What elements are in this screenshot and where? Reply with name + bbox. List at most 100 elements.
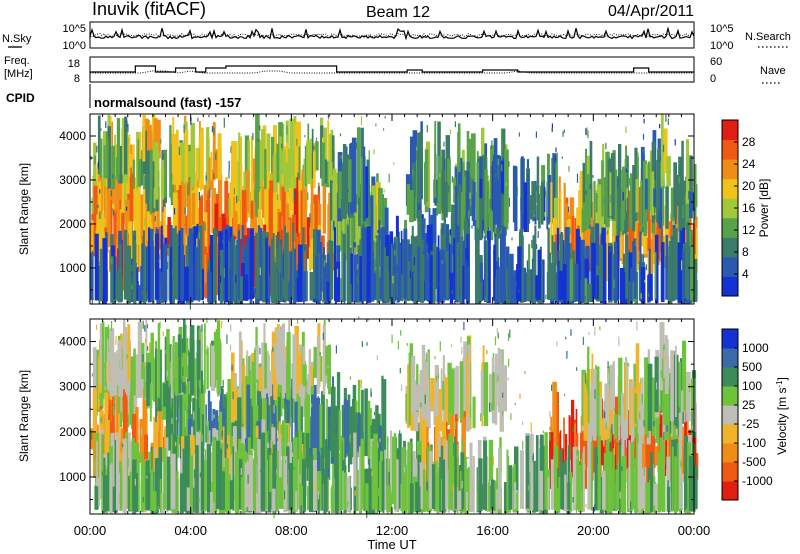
power-cell	[335, 261, 341, 303]
velocity-cell	[256, 421, 261, 447]
velocity-cell	[609, 364, 614, 428]
power-speckle	[228, 160, 230, 171]
power-colorbar-swatch	[722, 217, 738, 238]
freq-unit-label: [MHz]	[4, 68, 33, 80]
velocity-cell	[353, 432, 357, 510]
velocity-speckle	[609, 442, 611, 452]
power-cell	[272, 262, 276, 304]
velocity-cell	[96, 440, 98, 510]
velocity-speckle	[618, 336, 620, 347]
power-cell	[154, 141, 159, 200]
power-cell	[661, 242, 665, 303]
power-cell	[170, 179, 174, 201]
velocity-cell	[622, 405, 627, 440]
power-colorbar-tick-label: 24	[742, 157, 756, 171]
velocity-cell	[621, 455, 627, 514]
time-tick-label: 00:00	[678, 523, 711, 538]
power-speckle	[531, 239, 533, 249]
power-speckle	[667, 118, 669, 126]
velocity-cell	[634, 393, 637, 425]
velocity-cell	[398, 433, 402, 509]
power-speckle	[633, 202, 635, 213]
power-cell	[384, 207, 389, 259]
velocity-colorbar-label-main: Velocity [m s	[775, 388, 789, 455]
power-cell	[105, 131, 109, 179]
velocity-speckle	[206, 345, 208, 349]
power-speckle	[441, 260, 443, 264]
velocity-cell	[677, 443, 680, 512]
power-cell	[429, 254, 433, 304]
power-speckle	[219, 256, 221, 265]
velocity-cell	[185, 338, 189, 379]
power-cell	[275, 235, 278, 300]
power-cell	[323, 247, 325, 300]
power-cell	[141, 243, 144, 301]
velocity-speckle	[680, 460, 682, 468]
power-speckle	[589, 224, 591, 229]
power-cell	[441, 149, 446, 212]
power-cell	[118, 145, 123, 184]
power-speckle	[213, 173, 215, 179]
velocity-cell	[617, 464, 620, 511]
velocity-cell	[258, 367, 263, 392]
velocity-speckle	[666, 412, 668, 421]
power-cell	[139, 150, 143, 186]
velocity-speckle	[101, 471, 103, 476]
power-speckle	[230, 146, 232, 153]
velocity-cell	[195, 445, 199, 514]
velocity-speckle	[424, 394, 426, 405]
power-cell	[582, 162, 587, 231]
power-speckle	[330, 269, 332, 279]
power-cell	[296, 277, 299, 301]
power-cell	[124, 116, 128, 175]
power-cell	[162, 154, 166, 207]
velocity-cell	[154, 458, 159, 513]
power-cell	[550, 182, 553, 255]
power-colorbar-tick-label: 4	[742, 267, 749, 281]
power-speckle	[259, 267, 261, 276]
velocity-speckle	[91, 373, 93, 377]
power-speckle	[383, 189, 385, 193]
power-speckle	[561, 156, 563, 159]
velocity-colorbar-swatch	[722, 329, 738, 349]
velocity-colorbar-tick-label: 500	[742, 360, 762, 374]
power-speckle	[209, 188, 211, 199]
velocity-ytick-label: 4000	[59, 335, 86, 349]
velocity-cell	[347, 451, 350, 473]
power-speckle	[662, 144, 665, 153]
velocity-cell	[182, 352, 187, 382]
velocity-cell	[321, 391, 325, 458]
power-cell	[91, 220, 94, 258]
velocity-cell	[556, 487, 559, 512]
velocity-cell	[303, 464, 307, 511]
power-cell	[217, 174, 223, 246]
velocity-cell	[415, 384, 420, 411]
power-cell	[660, 114, 664, 187]
velocity-cell	[566, 452, 569, 512]
velocity-speckle	[322, 332, 324, 340]
power-cell	[303, 167, 307, 239]
power-cell	[348, 159, 352, 203]
velocity-cell	[229, 480, 234, 510]
cpid-text: normalsound (fast) -157	[94, 95, 241, 110]
power-cell	[264, 148, 267, 190]
power-cell	[390, 244, 393, 300]
velocity-cell	[461, 417, 466, 480]
nave-trace	[90, 70, 694, 74]
power-speckle	[544, 211, 546, 217]
velocity-speckle	[144, 338, 147, 343]
time-tick-label: 20:00	[577, 523, 610, 538]
beam-title: Beam 12	[366, 4, 430, 21]
power-speckle	[659, 123, 661, 129]
power-speckle	[127, 124, 129, 133]
power-cell	[211, 169, 214, 234]
power-cell	[111, 145, 115, 190]
velocity-cell	[443, 377, 449, 426]
velocity-cell	[670, 350, 675, 422]
velocity-speckle	[367, 318, 370, 321]
velocity-cell	[553, 450, 558, 514]
power-speckle	[92, 298, 94, 301]
power-speckle	[97, 161, 99, 169]
velocity-cell	[421, 469, 426, 513]
velocity-cell	[377, 425, 383, 468]
